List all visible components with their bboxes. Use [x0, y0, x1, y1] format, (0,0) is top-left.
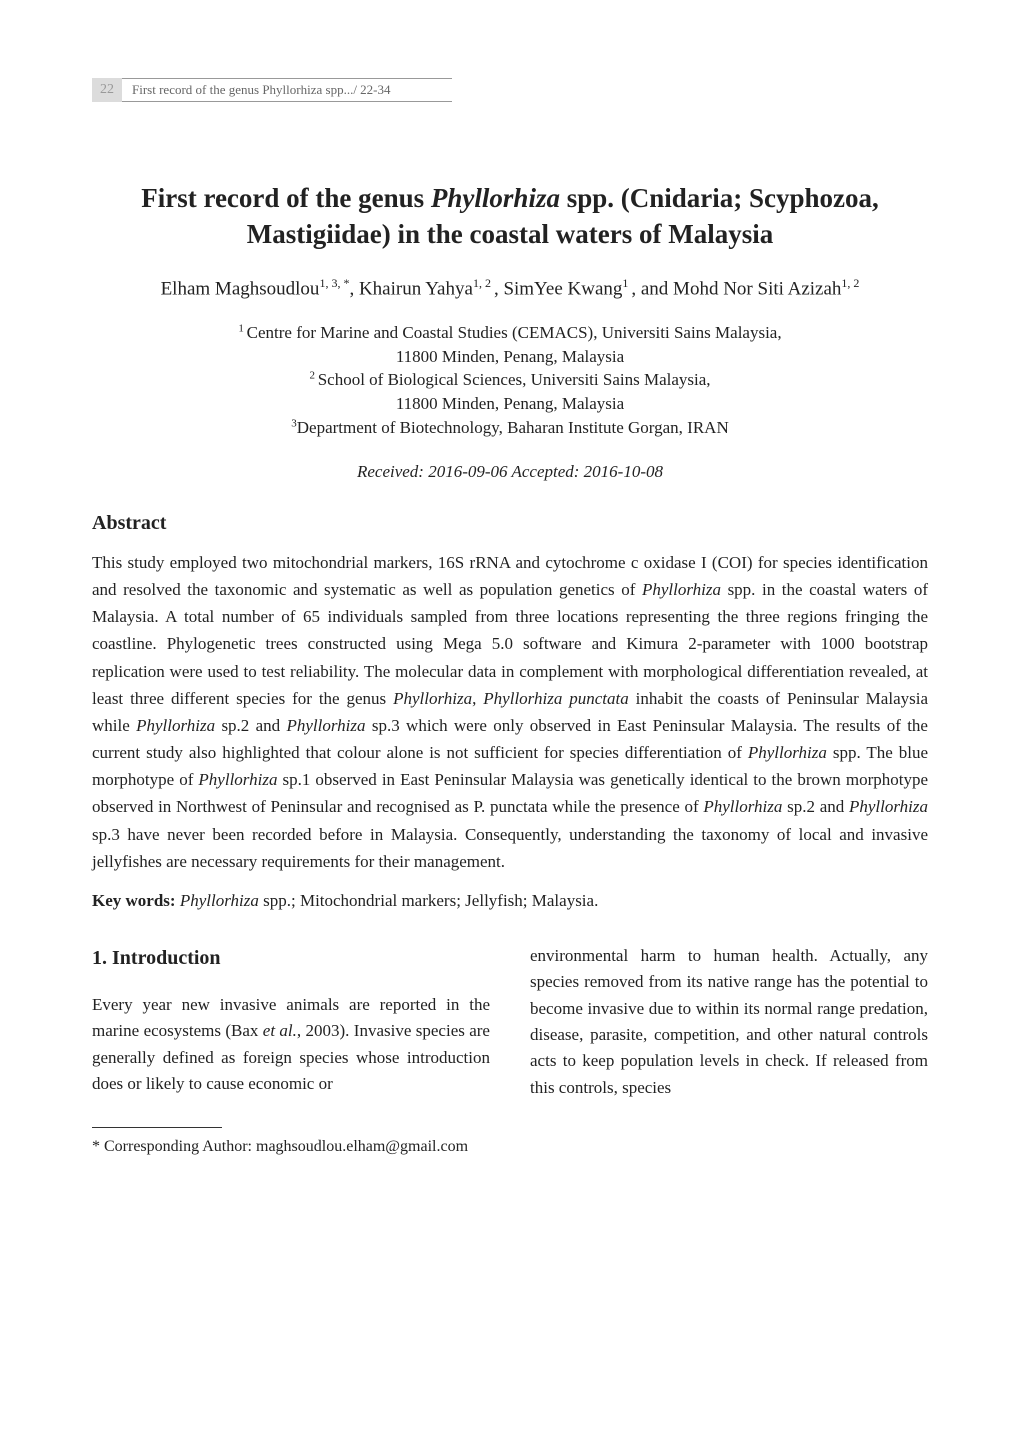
- species-name: Phyllorhiza: [748, 743, 827, 762]
- species-name: Phyllorhiza: [642, 580, 721, 599]
- left-column: 1. Introduction Every year new invasive …: [92, 943, 490, 1101]
- author: , Khairun Yahya: [349, 278, 473, 299]
- affil-sup: 1: [238, 322, 246, 334]
- author: , SimYee Kwang: [494, 278, 622, 299]
- affil-line: 11800 Minden, Penang, Malaysia: [396, 347, 624, 366]
- affil-line: Centre for Marine and Coastal Studies (C…: [247, 323, 782, 342]
- species-name: Phyllorhiza: [703, 797, 782, 816]
- author-sup: 1, 2: [473, 276, 494, 290]
- abstract-seg: sp.2 and: [782, 797, 849, 816]
- page-number: 22: [92, 78, 122, 102]
- title-part: First record of the genus: [141, 183, 431, 213]
- species-name: Phyllorhiza: [136, 716, 215, 735]
- abstract-heading: Abstract: [92, 512, 928, 535]
- author-list: Elham Maghsoudlou1, 3, *, Khairun Yahya1…: [92, 275, 928, 303]
- right-column: environmental harm to human health. Actu…: [530, 943, 928, 1101]
- running-head-text: First record of the genus Phyllorhiza sp…: [132, 82, 391, 98]
- title-part: Mastigiidae) in the coastal waters of Ma…: [247, 219, 773, 249]
- title-part: spp. (Cnidaria; Scyphozoa,: [560, 183, 879, 213]
- affil-sup: 2: [309, 370, 317, 382]
- affil-line: 11800 Minden, Penang, Malaysia: [396, 394, 624, 413]
- species-name: Phyllorhiza: [849, 797, 928, 816]
- species-name: Phyllorhiza punctata: [483, 689, 628, 708]
- author-sup: 1, 2: [841, 276, 859, 290]
- species-name: Phyllorhiza: [393, 689, 472, 708]
- keywords-label: Key words:: [92, 891, 180, 910]
- footnote-rule: [92, 1127, 222, 1128]
- article-dates: Received: 2016-09-06 Accepted: 2016-10-0…: [92, 462, 928, 482]
- keywords-text: spp.; Mitochondrial markers; Jellyfish; …: [259, 891, 598, 910]
- abstract-seg: sp.3 have never been recorded before in …: [92, 825, 928, 871]
- running-header: 22 First record of the genus Phyllorhiza…: [92, 78, 452, 102]
- affil-line: School of Biological Sciences, Universit…: [318, 370, 711, 389]
- author: , and Mohd Nor Siti Azizah: [631, 278, 841, 299]
- abstract-body: This study employed two mitochondrial ma…: [92, 549, 928, 875]
- introduction-heading: 1. Introduction: [92, 943, 490, 974]
- body-columns: 1. Introduction Every year new invasive …: [92, 943, 928, 1101]
- intro-paragraph: Every year new invasive animals are repo…: [92, 992, 490, 1097]
- latin-abbrev: et al.: [263, 1021, 297, 1040]
- author: Elham Maghsoudlou: [161, 278, 320, 299]
- title-genus: Phyllorhiza: [431, 183, 560, 213]
- species-name: Phyllorhiza: [287, 716, 366, 735]
- species-name: Phyllorhiza: [198, 770, 277, 789]
- article-title: First record of the genus Phyllorhiza sp…: [92, 180, 928, 253]
- abstract-seg: sp.2 and: [215, 716, 286, 735]
- affiliations: 1 Centre for Marine and Coastal Studies …: [92, 321, 928, 440]
- abstract-seg: ,: [472, 689, 483, 708]
- species-name: Phyllorhiza: [180, 891, 259, 910]
- affil-line: Department of Biotechnology, Baharan Ins…: [297, 418, 729, 437]
- author-sup: 1, 3, *: [319, 276, 349, 290]
- keywords: Key words: Phyllorhiza spp.; Mitochondri…: [92, 891, 928, 911]
- intro-paragraph: environmental harm to human health. Actu…: [530, 943, 928, 1101]
- corresponding-author-footnote: * Corresponding Author: maghsoudlou.elha…: [92, 1138, 928, 1156]
